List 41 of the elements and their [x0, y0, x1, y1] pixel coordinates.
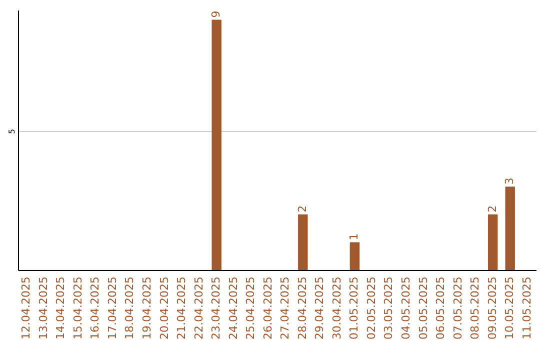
x-tick-label: 30.04.2025: [330, 276, 344, 340]
data-label: 9: [210, 10, 223, 18]
x-tick-label: 07.05.2025: [451, 276, 464, 340]
x-tick-label: 13.04.2025: [36, 276, 50, 340]
x-tick-label: 12.04.2025: [20, 276, 33, 340]
x-tick-label: 22.04.2025: [192, 276, 206, 340]
x-tick-label: 28.04.2025: [296, 276, 309, 340]
bar: [505, 186, 515, 270]
x-tick-label: 20.04.2025: [158, 276, 171, 340]
x-tick-label: 15.04.2025: [71, 276, 84, 340]
y-tick-label: 5: [8, 128, 16, 134]
x-tick-label: 06.05.2025: [434, 276, 448, 340]
bar: [488, 214, 498, 270]
x-tick-label: 02.05.2025: [364, 276, 378, 340]
x-tick-label: 11.05.2025: [520, 276, 534, 340]
x-tick-label: 26.04.2025: [261, 276, 274, 340]
x-tick-label: 14.04.2025: [54, 276, 68, 340]
x-tick-label: 01.05.2025: [348, 276, 361, 340]
x-tick-label: 23.04.2025: [210, 276, 223, 340]
bar: [212, 20, 222, 270]
x-tick-label: 27.04.2025: [278, 276, 292, 340]
x-tick-label: 18.04.2025: [123, 276, 136, 340]
x-tick-label: 25.04.2025: [244, 276, 258, 340]
data-label: 2: [486, 205, 499, 212]
x-tick-label: 09.05.2025: [486, 276, 499, 340]
x-tick-label: 24.04.2025: [226, 276, 240, 340]
data-label: 3: [503, 178, 516, 185]
x-tick-label: 03.05.2025: [382, 276, 396, 340]
data-label: 2: [296, 205, 309, 212]
x-tick-label: 04.05.2025: [400, 276, 412, 340]
x-tick-label: 08.05.2025: [468, 276, 482, 340]
bar: [298, 214, 308, 270]
data-label: 1: [348, 233, 361, 240]
x-tick-label: 29.04.2025: [313, 276, 326, 340]
x-tick-label: 17.04.2025: [106, 276, 119, 340]
x-tick-label: 16.04.2025: [88, 276, 102, 340]
x-tick-label: 05.05.2025: [416, 276, 430, 340]
x-tick-label: 10.05.2025: [503, 276, 516, 340]
x-tick-label: 19.04.2025: [140, 276, 154, 340]
x-tick-label: 21.04.2025: [175, 276, 188, 340]
bar: [350, 242, 360, 270]
